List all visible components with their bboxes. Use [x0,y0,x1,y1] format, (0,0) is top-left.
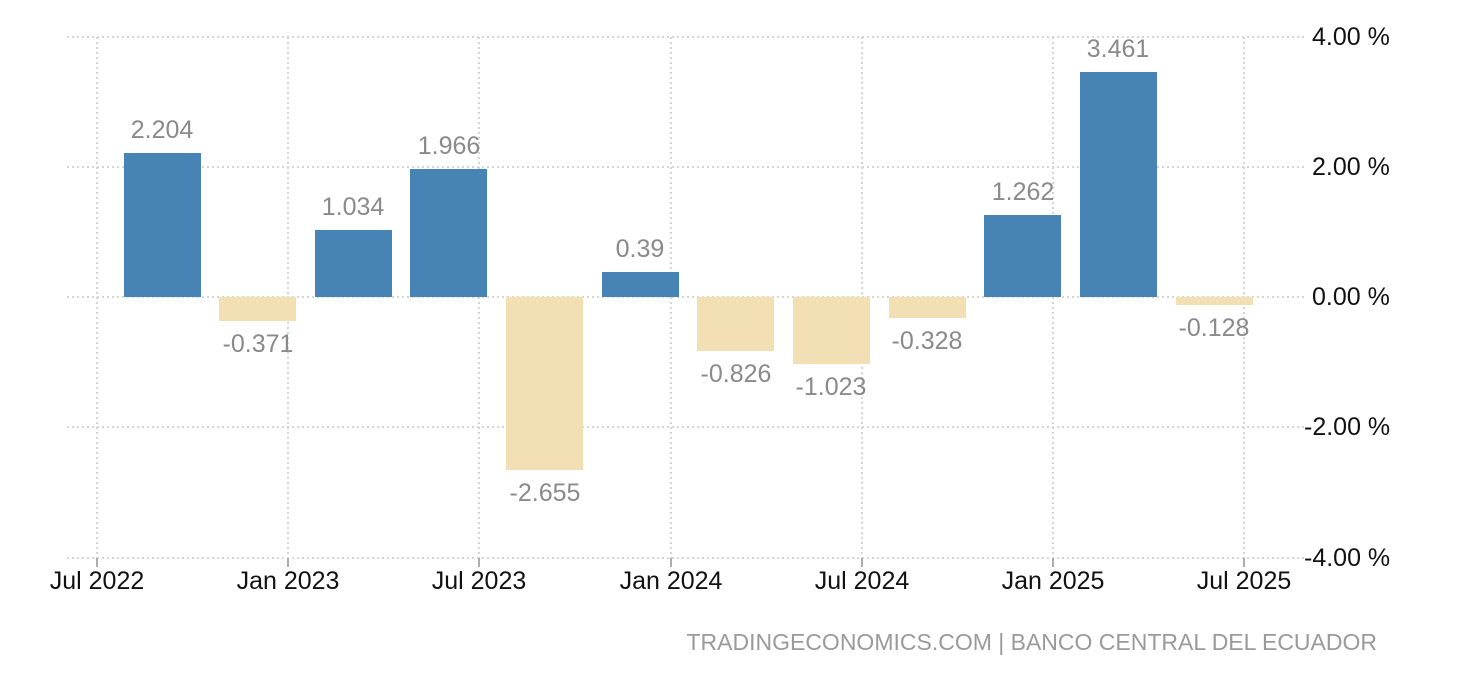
x-gridline [478,37,480,558]
bar-value-label: -2.655 [509,479,581,507]
x-axis-tick [478,558,480,567]
bar-apr-2024[interactable] [793,297,870,364]
x-axis-tick [1243,558,1245,567]
bar-value-label: 1.034 [321,193,385,221]
y-gridline [67,557,1305,559]
bar-jan-2024[interactable] [697,297,774,351]
x-axis-tick [1052,558,1054,567]
bar-jan-2023[interactable] [315,230,392,297]
bar-oct-2023[interactable] [602,272,679,297]
x-gridline [670,37,672,558]
bar-value-label: 1.262 [991,178,1055,206]
bar-jul-2023[interactable] [506,297,583,470]
bar-value-label: 2.204 [130,116,194,144]
x-axis-label: Jan 2025 [1001,567,1105,595]
y-gridline [67,296,1305,298]
y-gridline [67,166,1305,168]
x-axis-label: Jul 2022 [49,567,145,595]
bar-apr-2025[interactable] [1176,297,1253,305]
y-gridline [67,426,1305,428]
bar-oct-2022[interactable] [219,297,296,321]
bar-value-label: -0.371 [222,330,294,358]
y-axis-label: 4.00 % [1312,23,1390,51]
x-axis-label: Jul 2023 [431,567,527,595]
y-axis-label: -4.00 % [1304,544,1391,572]
x-axis-tick [287,558,289,567]
x-axis-label: Jul 2025 [1196,567,1292,595]
bar-value-label: 0.39 [615,235,665,263]
bar-oct-2024[interactable] [984,215,1061,297]
bar-apr-2023[interactable] [410,169,487,297]
bar-value-label: -1.023 [795,373,867,401]
x-axis-tick [96,558,98,567]
x-gridline [1052,37,1054,558]
bar-value-label: -0.328 [891,327,963,355]
x-axis-label: Jul 2024 [814,567,910,595]
bar-value-label: 3.461 [1086,35,1150,63]
y-axis-label: 2.00 % [1312,153,1390,181]
bar-jul-2024[interactable] [889,297,966,318]
bar-value-label: -0.128 [1178,314,1250,342]
x-axis-tick [861,558,863,567]
x-axis-label: Jan 2023 [236,567,340,595]
y-axis-label: -2.00 % [1304,413,1391,441]
attribution-text: TRADINGECONOMICS.COM | BANCO CENTRAL DEL… [686,629,1377,655]
bar-value-label: 1.966 [417,132,481,160]
x-axis-tick [670,558,672,567]
y-gridline [67,36,1305,38]
bar-jan-2025[interactable] [1080,72,1157,297]
bar-value-label: -0.826 [700,360,772,388]
bar-jul-2022[interactable] [124,153,201,297]
x-gridline [96,37,98,558]
y-axis-label: 0.00 % [1312,283,1390,311]
x-axis-label: Jan 2024 [619,567,723,595]
